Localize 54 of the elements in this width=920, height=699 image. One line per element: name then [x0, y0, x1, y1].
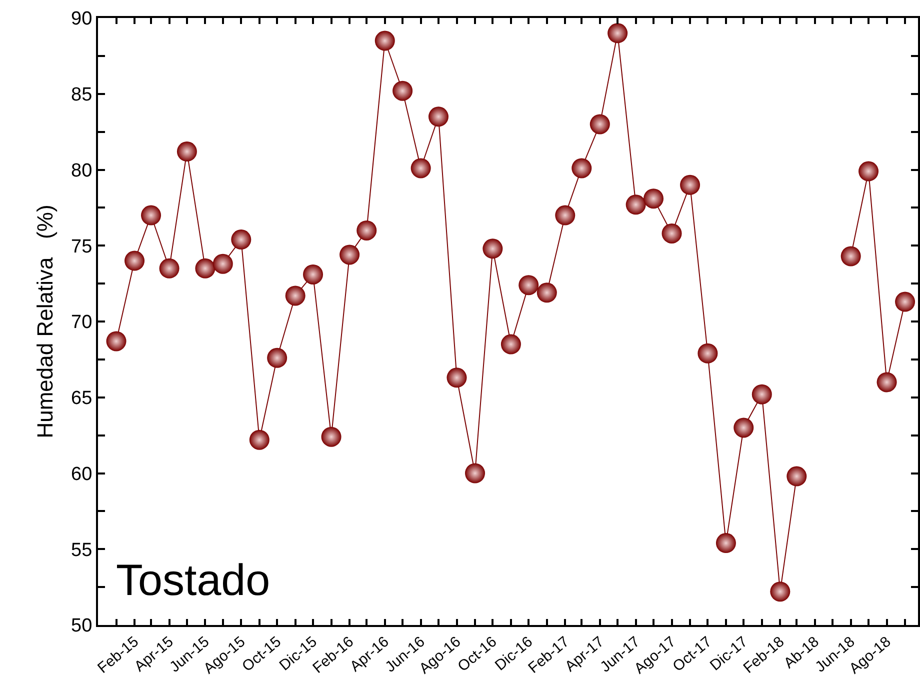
- point: [752, 384, 772, 404]
- point: [374, 30, 395, 51]
- point: [608, 23, 628, 44]
- point: [159, 258, 180, 278]
- point: [465, 463, 486, 484]
- point: [536, 282, 557, 303]
- point: [895, 292, 916, 312]
- y-tick-label: 50: [71, 616, 92, 637]
- point: [840, 246, 861, 266]
- point: [644, 188, 664, 209]
- point: [876, 372, 897, 392]
- point: [141, 205, 162, 226]
- point: [321, 426, 342, 447]
- y-tick-label: 70: [71, 312, 92, 334]
- point: [124, 250, 145, 271]
- point: [680, 174, 700, 195]
- y-tick-label: 80: [71, 160, 92, 182]
- point: [572, 158, 592, 178]
- point: [249, 430, 270, 450]
- y-tick-label: 55: [71, 540, 92, 561]
- point: [428, 106, 448, 127]
- point: [716, 533, 736, 554]
- point: [555, 205, 576, 226]
- y-tick-label: 65: [71, 388, 92, 410]
- point: [231, 230, 252, 250]
- point: [734, 418, 754, 438]
- point: [786, 466, 807, 486]
- point: [446, 368, 467, 388]
- point: [590, 114, 610, 134]
- point: [500, 334, 521, 354]
- point: [212, 254, 233, 274]
- point: [303, 264, 324, 284]
- point: [195, 258, 216, 278]
- point: [770, 582, 790, 602]
- point: [176, 142, 197, 162]
- y-tick-label: 90: [71, 8, 92, 30]
- y-axis-title: Humedad Relativa (%): [32, 204, 58, 438]
- y-tick-label: 75: [71, 236, 92, 258]
- point: [285, 286, 306, 306]
- point: [410, 158, 431, 178]
- point: [626, 194, 646, 215]
- point: [698, 343, 718, 364]
- point: [392, 80, 413, 101]
- point: [356, 220, 377, 240]
- point: [340, 244, 360, 265]
- point: [482, 238, 503, 259]
- annotation: Tostado: [116, 556, 270, 605]
- point: [518, 275, 539, 296]
- y-tick-label: 60: [71, 464, 92, 485]
- y-tick-label: 85: [71, 84, 92, 106]
- point: [662, 223, 682, 244]
- point: [858, 161, 879, 182]
- point: [106, 331, 126, 352]
- point: [267, 348, 288, 368]
